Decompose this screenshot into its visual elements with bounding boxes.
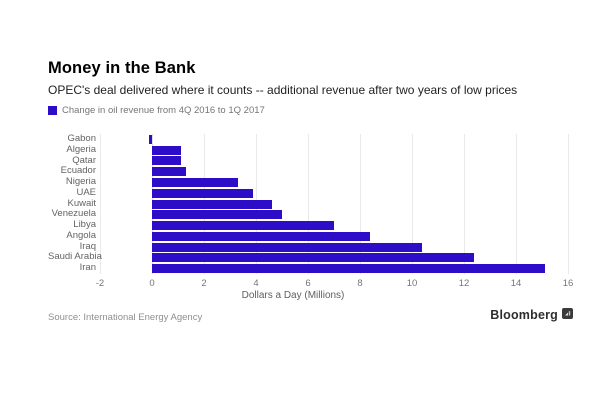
category-label-nigeria: Nigeria: [65, 176, 96, 188]
bar-nigeria: [152, 177, 238, 187]
category-label-kuwait: Kuwait: [67, 197, 96, 209]
x-tick-label-8: 8: [357, 278, 363, 289]
bloomberg-logo-icon: [562, 306, 573, 324]
chart-title: Money in the Bank: [48, 59, 196, 77]
gridline--2: [100, 134, 101, 274]
bar-uae: [152, 188, 254, 198]
brand-name: Bloomberg: [490, 308, 558, 322]
source-note: Source: International Energy Agency: [48, 312, 203, 323]
category-label-qatar: Qatar: [72, 154, 96, 166]
x-tick-label-4: 4: [253, 278, 259, 289]
category-label-iraq: Iraq: [79, 240, 96, 252]
bar-ecuador: [152, 167, 186, 177]
chart-subtitle: OPEC's deal delivered where it counts --…: [48, 83, 518, 97]
x-tick-label-14: 14: [510, 278, 522, 289]
bar-chart-plot: Dollars a Day (Millions) -2 0 2 4 6 8 10 12 14 16…: [48, 133, 573, 304]
category-label-venezuela: Venezuela: [51, 208, 96, 220]
bar-libya: [152, 221, 334, 231]
category-label-algeria: Algeria: [66, 143, 96, 155]
gridline-6: [308, 134, 309, 274]
bar-gabon: [149, 134, 152, 144]
x-tick-label--2: -2: [95, 278, 105, 289]
bar-algeria: [152, 145, 181, 155]
x-tick-label-12: 12: [458, 278, 470, 289]
x-axis-title: Dollars a Day (Millions): [241, 290, 345, 301]
bar-kuwait: [152, 199, 272, 209]
x-tick-label-2: 2: [201, 278, 207, 289]
x-tick-label-16: 16: [562, 278, 574, 289]
x-tick-label-6: 6: [305, 278, 311, 289]
gridline-8: [360, 134, 361, 274]
gridline-12: [464, 134, 465, 274]
gridline-14: [516, 134, 517, 274]
category-label-ecuador: Ecuador: [60, 165, 96, 177]
category-label-libya: Libya: [73, 219, 96, 231]
category-label-saudi-arabia: Saudi Arabia: [48, 251, 102, 263]
gridline-10: [412, 134, 413, 274]
gridline-16: [568, 134, 569, 274]
category-label-uae: UAE: [76, 186, 96, 198]
bar-venezuela: [152, 210, 282, 220]
category-label-iran: Iran: [79, 262, 96, 274]
legend-swatch-icon: [48, 106, 57, 115]
bar-qatar: [152, 156, 181, 166]
chart-legend: Change in oil revenue from 4Q 2016 to 1Q…: [48, 105, 265, 116]
x-tick-label-0: 0: [149, 278, 155, 289]
bar-angola: [152, 231, 371, 241]
category-label-angola: Angola: [66, 229, 96, 241]
bar-iran: [152, 264, 545, 274]
category-label-gabon: Gabon: [67, 133, 96, 144]
brand-lockup: Bloomberg: [490, 306, 573, 324]
x-tick-label-10: 10: [406, 278, 418, 289]
legend-label: Change in oil revenue from 4Q 2016 to 1Q…: [62, 105, 265, 116]
bar-saudi-arabia: [152, 253, 475, 263]
bar-iraq: [152, 242, 423, 252]
